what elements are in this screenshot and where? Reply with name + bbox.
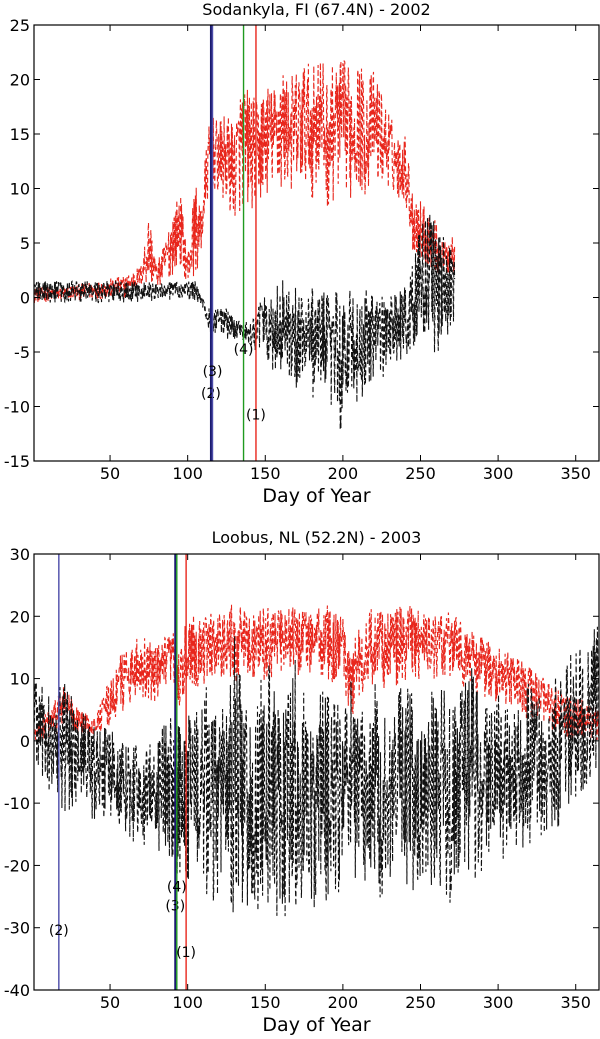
y-tick-label: -40 <box>4 981 30 1000</box>
plot-frame <box>33 553 600 991</box>
y-tick-label: -20 <box>4 856 30 875</box>
x-tick-label: 350 <box>560 464 591 483</box>
plot-area <box>34 604 599 917</box>
x-axis-label: Day of Year <box>262 1014 370 1036</box>
y-tick-label: -10 <box>4 398 30 417</box>
x-tick-label: 50 <box>100 993 120 1012</box>
x-axis-label: Day of Year <box>262 485 370 507</box>
marker-label: (1) <box>246 408 266 424</box>
y-tick-label: -15 <box>4 452 30 471</box>
chart-title: Sodankyla, FI (67.4N) - 2002 <box>202 0 430 19</box>
x-tick-label: 50 <box>100 464 120 483</box>
y-tick-label: 20 <box>10 607 30 626</box>
marker-label: (4) <box>167 880 187 896</box>
x-tick-label: 300 <box>483 993 514 1012</box>
chart-panel-2: Loobus, NL (52.2N) - 2003 (2) (3) (4) (1) 50 1… <box>4 528 600 1036</box>
y-tick-label: 10 <box>10 670 30 689</box>
x-tick-label: 100 <box>172 993 203 1012</box>
y-tick-label: 10 <box>10 180 30 199</box>
chart-title: Loobus, NL (52.2N) - 2003 <box>212 528 422 547</box>
y-tick-label: -10 <box>4 794 30 813</box>
y-tick-label: 30 <box>10 545 30 564</box>
marker-label: (3) <box>165 898 185 914</box>
y-tick-label: 0 <box>20 732 30 751</box>
y-tick-label: 25 <box>10 16 30 35</box>
x-tick-label: 150 <box>250 993 281 1012</box>
marker-label: (4) <box>234 342 254 358</box>
x-tick-label: 200 <box>328 993 359 1012</box>
red-series-line <box>34 60 456 304</box>
x-tick-label: 100 <box>172 464 203 483</box>
x-tick-label: 300 <box>483 464 514 483</box>
black-series-line <box>34 626 599 917</box>
marker-label: (1) <box>176 945 196 961</box>
y-tick-label: 5 <box>20 234 30 253</box>
x-tick-label: 250 <box>405 464 436 483</box>
x-tick-label: 350 <box>560 993 591 1012</box>
y-tick-label: 20 <box>10 71 30 90</box>
black-series-line <box>34 214 456 430</box>
red-series-line <box>34 604 599 741</box>
marker-label: (2) <box>49 923 69 939</box>
marker-label: (2) <box>201 386 221 402</box>
chart-panel-1: Sodankyla, FI (67.4N) - 2002 (2) (3) (4) (1)… <box>4 0 600 507</box>
plot-frame <box>33 24 600 462</box>
y-tick-label: -30 <box>4 919 30 938</box>
y-tick-label: -5 <box>14 343 30 362</box>
marker-label: (3) <box>203 364 223 380</box>
x-tick-label: 200 <box>328 464 359 483</box>
x-tick-label: 150 <box>250 464 281 483</box>
plot-area <box>34 60 456 430</box>
x-tick-label: 250 <box>405 993 436 1012</box>
y-tick-label: 0 <box>20 289 30 308</box>
y-tick-label: 15 <box>10 125 30 144</box>
